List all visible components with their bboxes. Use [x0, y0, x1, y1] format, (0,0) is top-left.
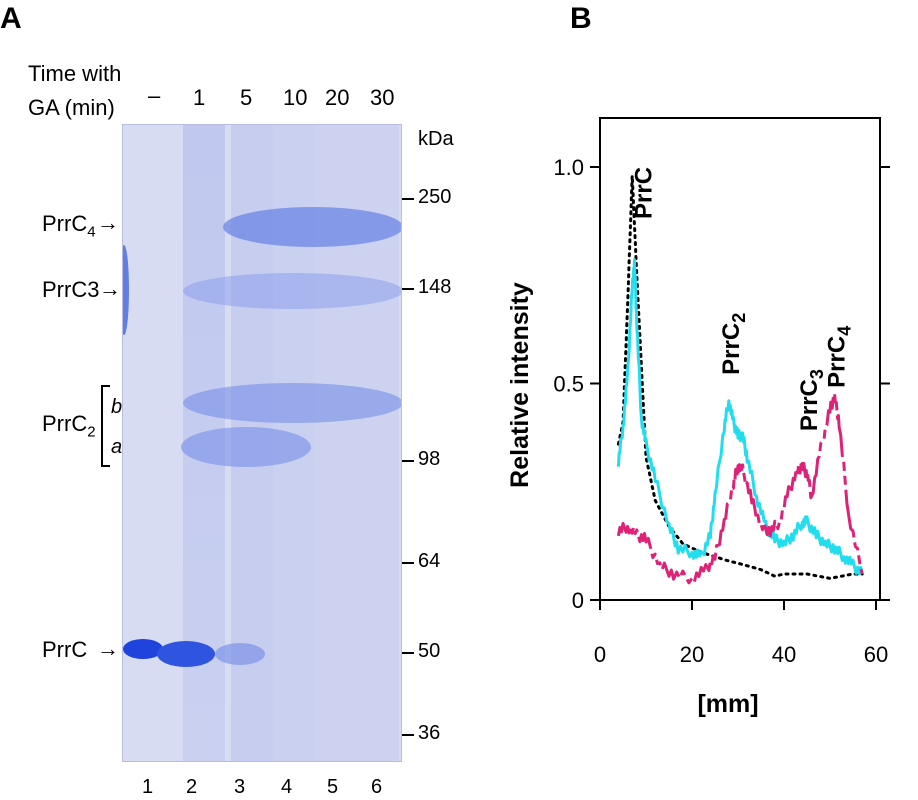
- time-header-line1: Time with: [28, 61, 122, 86]
- gel-image: [122, 124, 402, 762]
- label-prrc4-text: PrrC: [42, 211, 88, 236]
- label-prrc3: PrrC3: [42, 277, 100, 302]
- time-point-lane-2: 1: [193, 85, 206, 110]
- label-prrc2-a: a: [111, 436, 123, 458]
- annotation-2: PrrC3: [796, 369, 827, 431]
- series-line-cyan: [616, 258, 864, 576]
- mw-50: 50: [418, 640, 441, 662]
- label-prrc2-sub: 2: [87, 423, 96, 441]
- series-line-magenta: [616, 392, 864, 585]
- mw-98: 98: [418, 448, 441, 470]
- annotation-text-0: PrrC: [630, 167, 657, 219]
- arrow-prrc3: →: [99, 276, 121, 301]
- y-axis-label: Relative intensity: [506, 282, 534, 488]
- lane-number-3: 3: [234, 776, 246, 798]
- label-prrc2-text: PrrC: [42, 411, 88, 436]
- x-axis-label: [mm]: [697, 690, 758, 718]
- annotation-text-3: PrrC: [824, 336, 851, 388]
- label-prrc4: PrrC4: [42, 212, 96, 244]
- label-prrc2-b: b: [111, 396, 123, 418]
- mw-tick-98: [402, 460, 414, 462]
- time-point-lane-6: 30: [370, 85, 395, 110]
- kda-label: kDa: [418, 128, 454, 150]
- gel-band-prrc2-b: [183, 383, 401, 423]
- mw-tick-36: [402, 734, 414, 736]
- annotation-sub-2: 3: [807, 369, 827, 379]
- gel-band-prrc-lane2: [157, 641, 215, 667]
- y-tick-label-2: 1.0: [553, 155, 584, 180]
- gel-edge-smear: [123, 245, 129, 335]
- y-tick-label-0: 0: [572, 588, 584, 613]
- lane-number-1: 1: [142, 776, 154, 798]
- mw-tick-64: [402, 562, 414, 564]
- gel-band-prrc-lane3: [215, 643, 265, 665]
- time-header-line2: GA (min): [28, 95, 115, 120]
- x-tick-label-2: 40: [772, 642, 796, 667]
- time-point-lane-4: 10: [283, 85, 308, 110]
- time-point-lane-5: 20: [325, 85, 350, 110]
- annotation-text-2: PrrC: [796, 379, 823, 431]
- annotation-text-1: PrrC: [718, 323, 745, 375]
- panel-b-label: B: [570, 2, 592, 35]
- annotation-sub-3: 4: [835, 326, 855, 336]
- mw-tick-148: [402, 288, 414, 290]
- lane-number-5: 5: [327, 776, 339, 798]
- x-tick-label-3: 60: [864, 642, 888, 667]
- y-axis-ticks: 0 0.5 1.0: [553, 155, 890, 613]
- x-tick-label-0: 0: [594, 642, 606, 667]
- mw-64: 64: [418, 550, 441, 572]
- arrow-prrc4: →: [97, 210, 119, 235]
- mw-tick-250: [402, 198, 414, 200]
- chart-frame: [599, 117, 881, 601]
- panel-a-label: A: [0, 2, 22, 35]
- gel-band-prrc3: [183, 273, 401, 309]
- y-tick-label-1: 0.5: [553, 372, 584, 397]
- lane-number-2: 2: [186, 776, 198, 798]
- gel-band-prrc-lane1: [123, 639, 163, 659]
- label-prrc4-sub: 4: [87, 223, 96, 241]
- annotation-1: PrrC2: [718, 313, 749, 375]
- annotation-3: PrrC4: [824, 326, 855, 388]
- mw-36: 36: [418, 722, 441, 744]
- x-axis-ticks: 0 20 40 60: [594, 600, 888, 667]
- arrow-prrc: →: [97, 636, 119, 661]
- annotation-sub-1: 2: [729, 313, 749, 323]
- mw-148: 148: [418, 276, 452, 298]
- gel-band-prrc2-a: [181, 427, 311, 467]
- annotation-0: PrrC: [630, 167, 657, 219]
- chart-series: [616, 174, 864, 585]
- lane-number-6: 6: [371, 776, 383, 798]
- gel-band-prrc4: [223, 207, 401, 247]
- time-point-lane-3: 5: [240, 85, 253, 110]
- label-prrc: PrrC: [42, 637, 88, 662]
- mw-250: 250: [418, 186, 452, 208]
- x-tick-label-1: 20: [680, 642, 704, 667]
- lane-number-4: 4: [281, 776, 293, 798]
- label-prrc2: PrrC2: [42, 412, 96, 444]
- time-point-lane-1: –: [148, 83, 161, 108]
- mw-tick-50: [402, 652, 414, 654]
- prrc2-bracket: [101, 385, 110, 467]
